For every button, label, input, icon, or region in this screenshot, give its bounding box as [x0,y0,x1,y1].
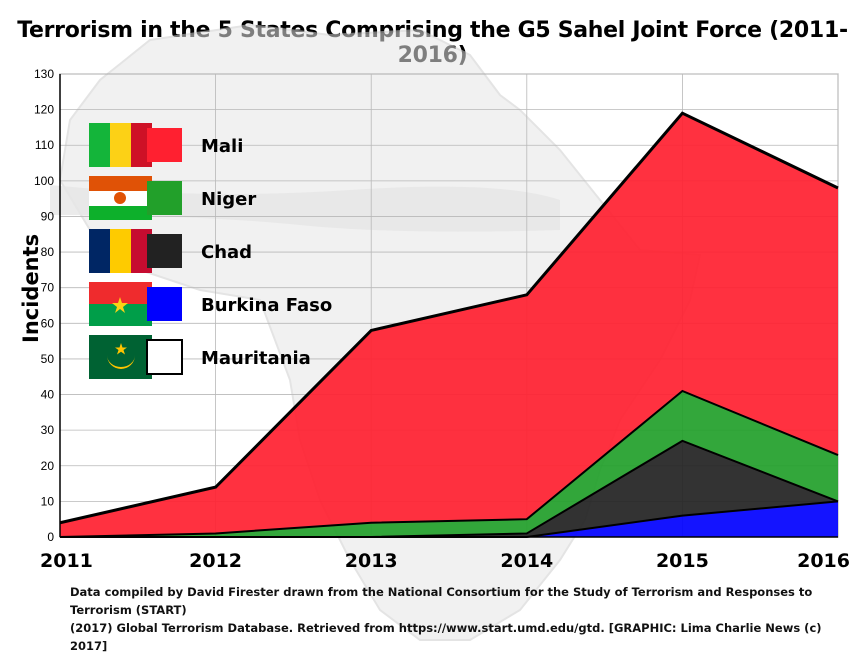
y-tick-label: 70 [41,281,55,295]
y-tick-label: 10 [41,494,55,508]
burkina-flag-stripe [89,304,152,326]
x-tick-label: 2015 [656,550,709,572]
niger-flag-stripe [89,176,152,191]
y-tick-label: 50 [41,352,55,366]
star-icon [112,297,128,313]
area-mali [60,113,838,537]
legend-label: Mauritania [201,348,311,369]
legend-swatch [147,287,182,321]
chad-flag-icon [89,229,152,273]
x-tick-label: 2013 [345,550,398,572]
y-tick-label: 20 [41,459,55,473]
y-tick-label: 0 [47,530,54,544]
y-tick-label: 100 [34,174,54,188]
x-tick-label: 2012 [189,550,242,572]
crescent-icon [107,355,135,369]
y-tick-label: 90 [41,209,55,223]
y-tick-label: 120 [34,103,54,117]
mali-flag-stripe [110,123,131,167]
outline-mali [59,111,839,525]
legend-swatch [146,339,183,375]
y-tick-label: 130 [34,67,54,81]
legend-label: Mali [201,136,243,157]
legend: Mali Niger Chad Burkina Faso Mauritania [89,123,332,379]
x-tick-label: 2014 [500,550,553,572]
area-burkina-faso [60,501,838,537]
legend-swatch [147,234,182,268]
burkina-flag-stripe [89,282,152,304]
source-note: Data compiled by David Firester drawn fr… [70,583,850,655]
niger-flag-icon [89,176,152,220]
mauritania-flag-icon [89,335,152,379]
area-niger [60,390,838,537]
x-tick-label: 2011 [40,550,93,572]
chad-flag-stripe [131,229,152,273]
x-tick-label: 2016 [797,550,850,572]
mauritania-flag-field [89,335,152,379]
legend-label: Chad [201,242,252,263]
y-tick-label: 40 [41,388,55,402]
outline-niger [59,389,839,538]
y-tick-label: 30 [41,423,55,437]
legend-label: Burkina Faso [201,295,332,316]
niger-flag-stripe [89,206,152,220]
source-line-1: Data compiled by David Firester drawn fr… [70,585,813,617]
y-tick-label: 60 [41,316,55,330]
star-icon [115,343,127,355]
chad-flag-stripe [89,229,110,273]
legend-label: Niger [201,189,256,210]
source-line-2: (2017) Global Terrorism Database. Retrie… [70,621,822,653]
axes-group: 0 10 20 30 40 50 60 70 80 90 100 110 120 130 2011 2012 2… [34,67,850,572]
y-tick-label: 110 [35,138,54,152]
mali-flag-icon [89,123,152,167]
legend-swatch [147,181,182,215]
mali-flag-stripe [131,123,152,167]
y-tick-label: 80 [41,245,55,259]
mali-flag-stripe [89,123,110,167]
burkina-faso-flag-icon [89,282,152,326]
legend-swatch [147,128,182,162]
niger-flag-sun [114,192,126,204]
chad-flag-stripe [110,229,131,273]
